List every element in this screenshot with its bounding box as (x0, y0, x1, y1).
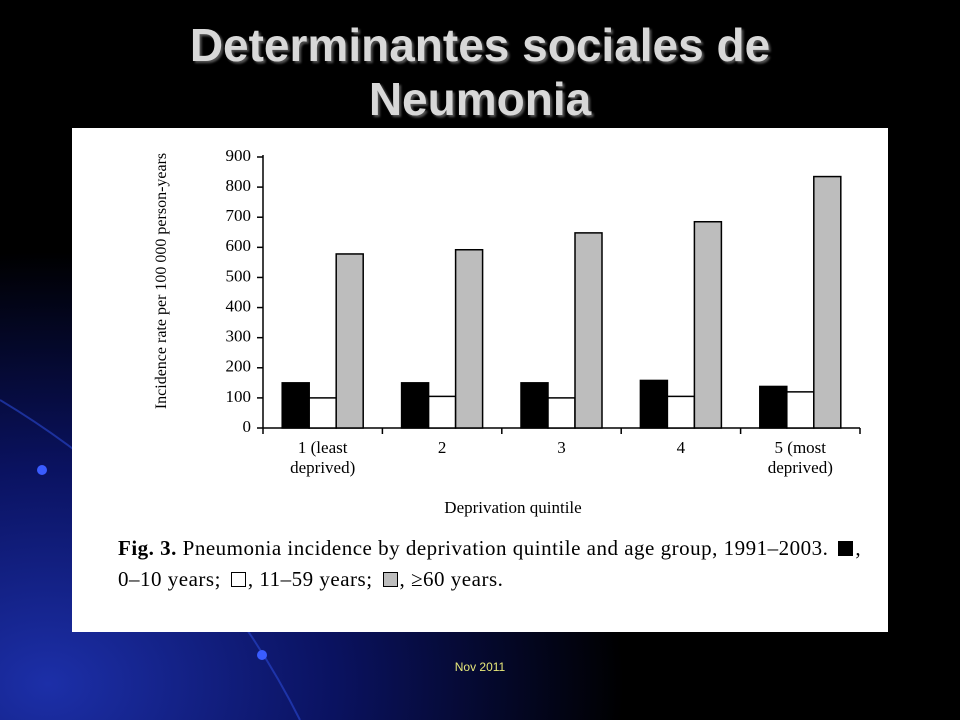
legend-item: 11–59 years (221, 567, 373, 591)
x-tick-label: 2 (437, 438, 447, 457)
y-tick-label: 300 (226, 327, 252, 346)
x-tick-label: 4 (676, 438, 686, 457)
decor-dot (257, 650, 267, 660)
bar (547, 397, 576, 429)
bar (454, 248, 484, 429)
y-tick-label: 900 (226, 146, 252, 165)
y-tick-label: 500 (226, 266, 252, 285)
caption-text: Pneumonia incidence by deprivation quint… (182, 536, 829, 560)
legend-item: ≥60 years (373, 567, 504, 591)
y-tick-label: 400 (226, 296, 252, 315)
y-tick-label: 600 (226, 236, 252, 255)
bar (693, 220, 723, 429)
legend-label: ≥60 years (400, 567, 504, 591)
footer: Nov 2011 (454, 660, 506, 674)
bar (520, 382, 549, 429)
caption: Fig. 3. Pneumonia incidence by deprivati… (118, 533, 878, 595)
legend-swatch (838, 541, 854, 556)
y-tick-label: 800 (226, 176, 252, 195)
bar (308, 397, 337, 429)
bar (574, 232, 603, 429)
x-tick-label: 5 (most deprived) (767, 438, 833, 477)
legend-swatch (230, 572, 246, 587)
decor-dot (37, 465, 47, 475)
x-axis-label: Deprivation quintile (444, 498, 582, 517)
bar (281, 382, 310, 429)
chart: 0 100 200 300 400 500 600 700 800 900 (226, 146, 861, 436)
slide-title: Determinantes sociales de Neumonia (189, 19, 771, 125)
x-tick-label: 3 (557, 438, 566, 457)
y-tick-label: 200 (226, 357, 252, 376)
y-tick-label: 100 (226, 387, 252, 406)
y-tick-label: 700 (226, 206, 252, 225)
legend-swatch (382, 572, 398, 587)
bar (335, 253, 364, 429)
bar (639, 379, 669, 429)
y-tick-label: 0 (243, 417, 252, 436)
bar (427, 395, 457, 429)
bar (759, 385, 788, 429)
legend-label: 11–59 years (248, 567, 373, 591)
bar (666, 395, 696, 429)
bar (400, 382, 430, 429)
y-axis-label: Incidence rate per 100 000 person-years (153, 152, 170, 410)
x-tick-label: 1 (least deprived) (290, 438, 356, 477)
bar (813, 175, 842, 429)
bar (786, 391, 815, 429)
chart-panel: 0 100 200 300 400 500 600 700 800 900 Incidence r… (72, 128, 888, 632)
caption-label: Fig. 3. (118, 536, 177, 560)
